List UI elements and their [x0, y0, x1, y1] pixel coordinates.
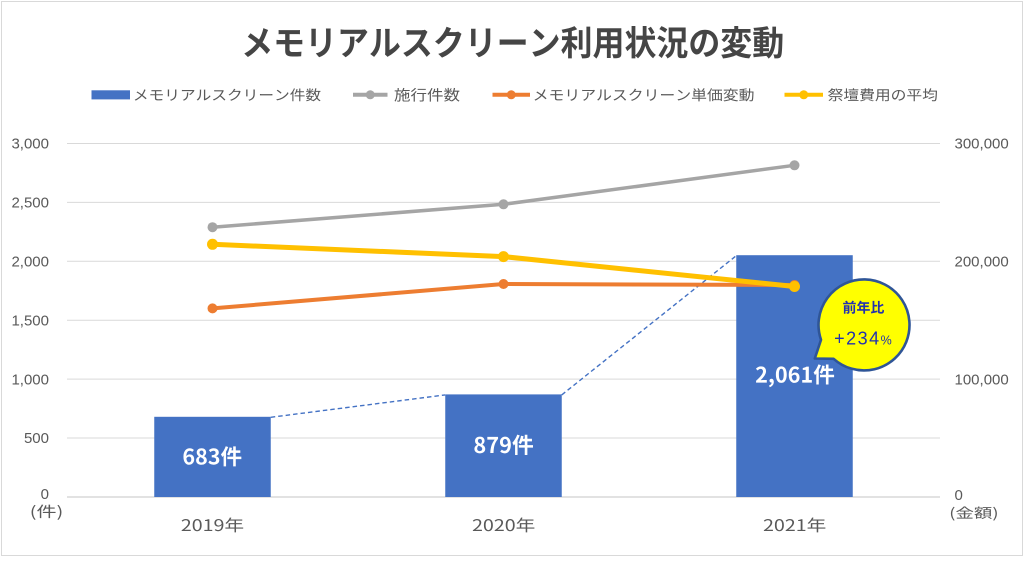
svg-text:500: 500: [24, 430, 49, 447]
svg-text:100,000: 100,000: [955, 371, 1009, 388]
svg-text:0: 0: [41, 486, 49, 503]
svg-text:0: 0: [955, 487, 963, 504]
svg-text:2,500: 2,500: [11, 195, 49, 212]
svg-text:3,000: 3,000: [11, 136, 49, 153]
svg-text:1,000: 1,000: [11, 371, 49, 388]
svg-text:1,500: 1,500: [11, 312, 49, 329]
svg-text:200,000: 200,000: [955, 254, 1009, 271]
svg-text:2,000: 2,000: [11, 254, 49, 271]
svg-text:+234%: +234%: [834, 329, 893, 349]
svg-text:300,000: 300,000: [955, 136, 1009, 153]
